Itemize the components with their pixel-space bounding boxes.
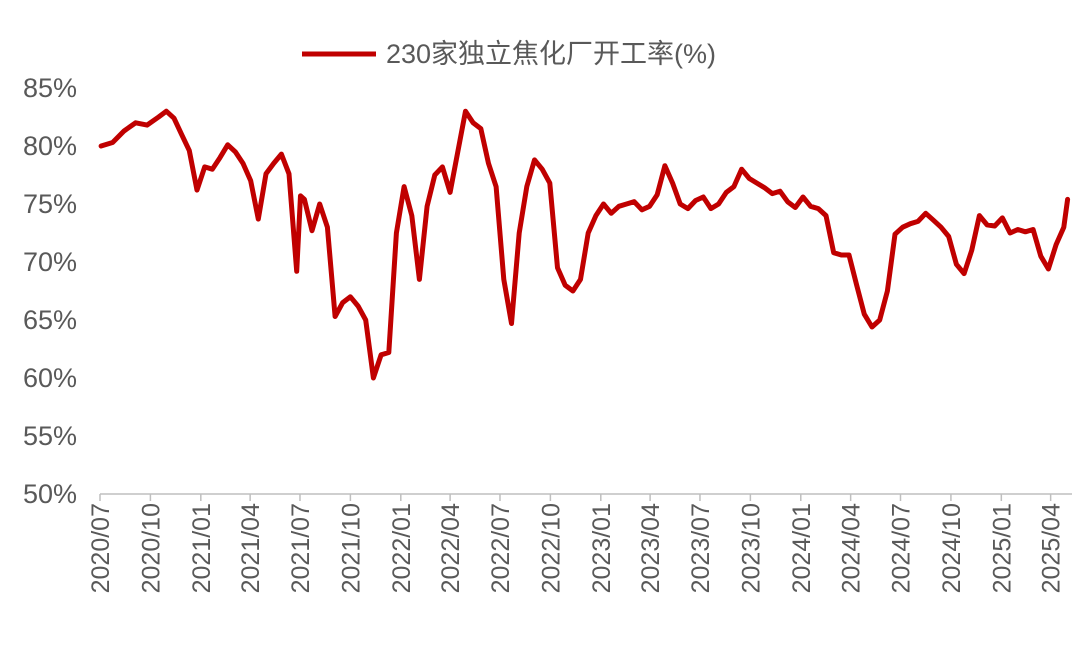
x-tick-label: 2021/04 — [237, 503, 265, 593]
x-tick-label: 2024/01 — [788, 503, 816, 593]
x-tick-label: 2023/07 — [687, 503, 715, 593]
y-tick-label: 85% — [23, 73, 77, 103]
x-tick-label: 2023/04 — [637, 503, 665, 593]
x-axis: 2020/07 2020/10 2021/01 2021/04 2021/07 2021/… — [87, 493, 1072, 593]
x-tick-label: 2021/10 — [337, 503, 365, 593]
y-tick-label: 50% — [23, 479, 77, 509]
series-line — [98, 108, 1071, 381]
series-layer — [98, 108, 1071, 381]
y-tick-label: 55% — [23, 421, 77, 451]
x-tick-label: 2024/10 — [938, 503, 966, 593]
x-tick-label: 2025/04 — [1038, 503, 1066, 593]
y-tick-label: 65% — [23, 305, 77, 335]
y-tick-label: 80% — [23, 131, 77, 161]
x-tick-label: 2021/07 — [287, 503, 315, 593]
x-tick-label: 2022/04 — [437, 503, 465, 593]
x-tick-label: 2020/07 — [87, 503, 115, 593]
y-axis: 50% 55% 60% 65% 70% 75% 80% 85% — [23, 73, 77, 509]
x-tick-label: 2024/07 — [888, 503, 916, 593]
legend: 230家独立焦化厂开工率(%) — [302, 39, 716, 69]
y-tick-label: 60% — [23, 363, 77, 393]
y-tick-label: 75% — [23, 189, 77, 219]
x-tick-label: 2022/10 — [537, 503, 565, 593]
x-tick-label: 2023/01 — [588, 503, 616, 593]
x-tick-label: 2025/01 — [988, 503, 1016, 593]
y-tick-label: 70% — [23, 247, 77, 277]
x-tick-label: 2023/10 — [737, 503, 765, 593]
legend-label: 230家独立焦化厂开工率(%) — [386, 39, 716, 69]
x-tick-label: 2021/01 — [188, 503, 216, 593]
x-tick-label: 2024/04 — [838, 503, 866, 593]
x-tick-label: 2022/07 — [487, 503, 515, 593]
x-tick-label: 2020/10 — [137, 503, 165, 593]
x-tick-label: 2022/01 — [388, 503, 416, 593]
